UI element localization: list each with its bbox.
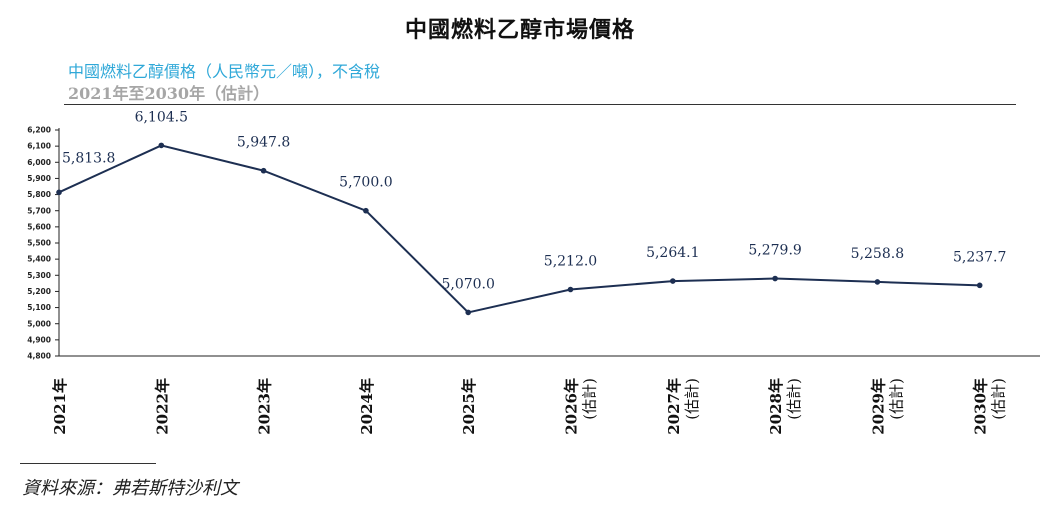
- y-tick-label: 5,500: [27, 239, 51, 248]
- data-label: 5,237.7: [953, 249, 1006, 265]
- x-tick-label: 2024年: [358, 378, 376, 435]
- y-tick-label: 5,800: [27, 190, 51, 199]
- data-point: [260, 167, 267, 174]
- data-label: 5,212.0: [544, 253, 597, 269]
- y-tick-label: 5,100: [27, 303, 51, 312]
- data-point: [465, 309, 472, 316]
- y-tick-label: 5,600: [27, 222, 51, 231]
- data-label: 5,279.9: [748, 243, 801, 259]
- data-point: [670, 278, 676, 284]
- source-note: 資料來源：弗若斯特沙利文: [22, 478, 238, 499]
- x-tick-note: (估計): [785, 378, 803, 420]
- data-point: [158, 142, 165, 149]
- y-tick-label: 5,900: [27, 174, 51, 183]
- y-tick-label: 5,000: [27, 319, 51, 328]
- x-tick-label: 2028年: [767, 378, 785, 435]
- data-point: [363, 207, 369, 214]
- x-tick-note: (估計): [581, 378, 599, 420]
- data-label: 5,700.0: [339, 175, 392, 191]
- data-label: 5,947.8: [237, 135, 290, 151]
- x-tick-label: 2030年: [972, 378, 990, 435]
- y-tick-label: 4,900: [27, 335, 51, 344]
- chart-axes: [58, 128, 1040, 357]
- x-tick-label: 2022年: [153, 378, 171, 435]
- x-tick-label: 2021年: [51, 378, 69, 435]
- data-labels: 5,813.8 6,104.5 5,947.8 5,700.0 5,070.0 5,212…: [62, 109, 1006, 292]
- data-label: 5,264.1: [646, 245, 699, 261]
- x-tick-label: 2023年: [256, 378, 274, 435]
- x-tick-label: 2029年: [869, 378, 887, 435]
- x-tick-label: 2027年: [665, 378, 683, 435]
- x-tick-label: 2025年: [460, 378, 478, 435]
- y-tick-label: 5,400: [27, 255, 51, 264]
- series-group: [56, 142, 983, 316]
- chart-subtitle: 中國燃料乙醇價格（人民幣元／噸），不含稅: [68, 62, 381, 81]
- x-axis-labels: 2021年 2022年 2023年 2024年 2025年 2026年 (估計) 2027年(…: [51, 378, 1008, 435]
- data-label: 5,258.8: [851, 246, 904, 262]
- line-chart: 4,800 4,900 5,000 5,100 5,200 5,300 5,400 5,500…: [27, 109, 1040, 435]
- chart-period: 2021年至2030年（估計）: [68, 84, 270, 103]
- data-point: [976, 282, 983, 289]
- data-point: [567, 286, 574, 293]
- y-tick-label: 5,300: [27, 271, 51, 280]
- y-tick-label: 6,000: [27, 158, 51, 167]
- data-point: [874, 279, 881, 285]
- x-tick-label: 2026年: [563, 378, 581, 435]
- data-label: 5,070.0: [441, 276, 494, 292]
- y-tick-label: 6,200: [27, 126, 51, 135]
- x-tick-note: (估計): [990, 378, 1008, 420]
- y-tick-label: 5,700: [27, 206, 51, 215]
- y-tick-label: 4,800: [27, 352, 51, 361]
- chart-title: 中國燃料乙醇市場價格: [404, 18, 635, 43]
- data-point: [56, 189, 62, 196]
- data-label: 5,813.8: [62, 150, 115, 166]
- data-label: 6,104.5: [135, 109, 188, 125]
- x-tick-note: (估計): [887, 378, 905, 420]
- y-tick-label: 6,100: [27, 142, 51, 151]
- y-tick-label: 5,200: [27, 287, 51, 296]
- data-point: [772, 275, 778, 282]
- series-line: [58, 144, 980, 314]
- y-axis-ticks: 4,800 4,900 5,000 5,100 5,200 5,300 5,400 5,500…: [27, 126, 59, 361]
- x-tick-note: (估計): [683, 378, 701, 420]
- header-divider: [64, 104, 1016, 105]
- source-divider: [20, 463, 156, 464]
